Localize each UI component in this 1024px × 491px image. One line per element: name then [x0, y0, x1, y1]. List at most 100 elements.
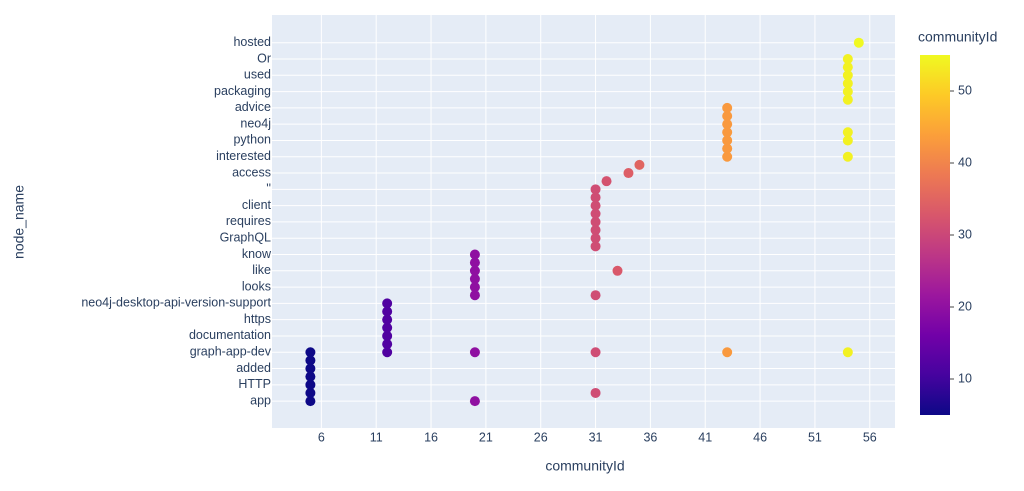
- point: [469, 282, 480, 293]
- y-tick-label: app: [250, 393, 271, 407]
- y-tick-label: hosted: [233, 35, 271, 49]
- y-tick-label: documentation: [189, 328, 271, 342]
- y-axis-title: node_name: [11, 185, 27, 259]
- point: [305, 387, 316, 398]
- colorbar-tick-label: 20: [958, 299, 972, 313]
- x-tick-label: 21: [479, 430, 493, 444]
- y-tick-label: access: [232, 165, 271, 179]
- point: [305, 379, 316, 390]
- point: [469, 396, 480, 407]
- y-tick-label: '': [266, 182, 271, 196]
- point: [722, 102, 733, 113]
- point: [382, 298, 393, 309]
- x-tick-label: 41: [698, 430, 712, 444]
- point: [722, 347, 733, 358]
- point: [305, 396, 316, 407]
- point: [590, 208, 601, 219]
- y-tick-label: neo4j: [240, 116, 271, 130]
- point: [842, 94, 853, 105]
- colorbar-title: communityId: [918, 29, 997, 45]
- point: [842, 135, 853, 146]
- point: [382, 330, 393, 341]
- y-tick-label: advice: [235, 100, 271, 114]
- point: [590, 387, 601, 398]
- point: [722, 143, 733, 154]
- y-tick-label: interested: [216, 149, 271, 163]
- point: [382, 314, 393, 325]
- point: [590, 290, 601, 301]
- x-tick-label: 56: [863, 430, 877, 444]
- y-tick-label: neo4j-desktop-api-version-support: [81, 296, 271, 310]
- x-tick-label: 11: [370, 430, 383, 444]
- y-tick-label: client: [242, 198, 272, 212]
- point: [842, 347, 853, 358]
- point: [590, 241, 601, 252]
- point: [842, 127, 853, 138]
- point: [842, 70, 853, 81]
- point: [590, 233, 601, 244]
- point: [590, 184, 601, 195]
- point: [382, 347, 393, 358]
- y-tick-label: GraphQL: [220, 230, 271, 244]
- y-tick-label: added: [236, 361, 271, 375]
- colorbar-tick-label: 10: [958, 371, 972, 385]
- x-tick-label: 46: [753, 430, 767, 444]
- point: [590, 200, 601, 211]
- point: [469, 273, 480, 284]
- point: [382, 322, 393, 333]
- x-tick-label: 26: [534, 430, 548, 444]
- colorbar-tick-label: 30: [958, 227, 972, 241]
- x-tick-label: 31: [589, 430, 603, 444]
- point: [601, 176, 612, 187]
- point: [469, 257, 480, 268]
- colorbar-tick-label: 40: [958, 155, 972, 169]
- y-tick-label: looks: [242, 279, 271, 293]
- x-axis-title: communityId: [545, 458, 624, 474]
- point: [469, 290, 480, 301]
- point: [842, 78, 853, 89]
- y-tick-label: graph-app-dev: [190, 345, 272, 359]
- y-tick-label: python: [233, 133, 271, 147]
- point: [305, 355, 316, 366]
- point: [722, 127, 733, 138]
- point: [722, 119, 733, 130]
- point: [842, 86, 853, 97]
- y-tick-label: Or: [257, 51, 271, 65]
- point: [842, 53, 853, 64]
- point: [469, 265, 480, 276]
- y-tick-label: packaging: [214, 84, 271, 98]
- point: [722, 111, 733, 122]
- point: [612, 265, 623, 276]
- point: [590, 225, 601, 236]
- point: [590, 216, 601, 227]
- point: [842, 62, 853, 73]
- point: [305, 371, 316, 382]
- point: [623, 168, 634, 179]
- colorbar-tick-label: 50: [958, 83, 972, 97]
- point: [722, 135, 733, 146]
- y-tick-label: https: [244, 312, 271, 326]
- y-tick-label: requires: [226, 214, 271, 228]
- y-tick-label: used: [244, 68, 271, 82]
- point: [382, 339, 393, 350]
- point: [590, 347, 601, 358]
- point: [305, 363, 316, 374]
- y-tick-label: know: [242, 247, 272, 261]
- point: [305, 347, 316, 358]
- x-tick-label: 36: [643, 430, 657, 444]
- point: [842, 151, 853, 162]
- point: [382, 306, 393, 317]
- y-tick-label: like: [252, 263, 271, 277]
- point: [634, 159, 645, 170]
- x-tick-label: 51: [808, 430, 822, 444]
- y-tick-label: HTTP: [238, 377, 271, 391]
- point: [469, 347, 480, 358]
- colorbar: [920, 55, 950, 415]
- point: [590, 192, 601, 203]
- point: [469, 249, 480, 260]
- x-tick-label: 16: [424, 430, 438, 444]
- x-tick-label: 6: [318, 430, 325, 444]
- point: [853, 37, 864, 48]
- point: [722, 151, 733, 162]
